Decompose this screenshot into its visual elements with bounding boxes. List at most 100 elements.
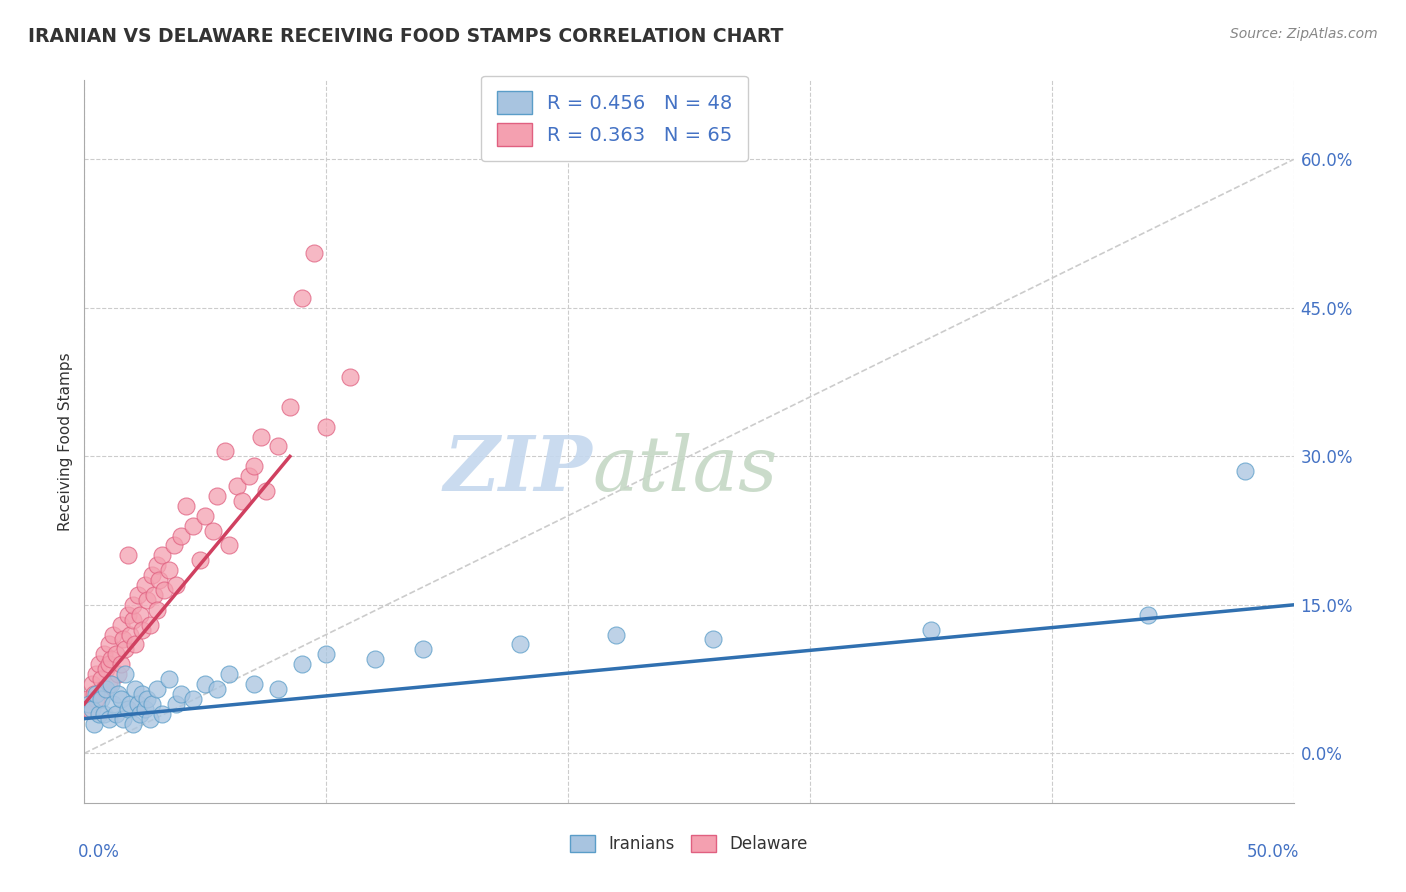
Text: Source: ZipAtlas.com: Source: ZipAtlas.com	[1230, 27, 1378, 41]
Text: IRANIAN VS DELAWARE RECEIVING FOOD STAMPS CORRELATION CHART: IRANIAN VS DELAWARE RECEIVING FOOD STAMP…	[28, 27, 783, 45]
Point	[181, 518, 204, 533]
Point	[136, 593, 159, 607]
Point	[315, 648, 337, 662]
Point	[129, 607, 152, 622]
Point	[194, 508, 217, 523]
Point	[117, 549, 139, 563]
Point	[157, 672, 180, 686]
Point	[127, 697, 149, 711]
Point	[315, 419, 337, 434]
Point	[194, 677, 217, 691]
Point	[103, 697, 125, 711]
Point	[80, 702, 103, 716]
Point	[93, 648, 115, 662]
Point	[165, 697, 187, 711]
Point	[77, 702, 100, 716]
Point	[97, 657, 120, 672]
Point	[702, 632, 724, 647]
Point	[363, 652, 385, 666]
Point	[134, 702, 156, 716]
Point	[107, 667, 129, 681]
Point	[90, 691, 112, 706]
Point	[1137, 607, 1160, 622]
Point	[80, 677, 103, 691]
Point	[238, 469, 260, 483]
Point	[143, 588, 166, 602]
Point	[114, 667, 136, 681]
Point	[138, 712, 160, 726]
Point	[121, 598, 143, 612]
Point	[103, 627, 125, 641]
Point	[127, 588, 149, 602]
Point	[920, 623, 942, 637]
Point	[1234, 464, 1257, 478]
Point	[87, 706, 110, 721]
Point	[107, 687, 129, 701]
Point	[278, 400, 301, 414]
Text: 0.0%: 0.0%	[79, 843, 120, 861]
Point	[267, 681, 290, 696]
Point	[121, 716, 143, 731]
Point	[207, 681, 229, 696]
Text: atlas: atlas	[592, 434, 778, 508]
Point	[267, 440, 290, 454]
Point	[110, 617, 132, 632]
Point	[134, 578, 156, 592]
Point	[87, 657, 110, 672]
Point	[112, 632, 135, 647]
Point	[94, 662, 117, 676]
Point	[97, 637, 120, 651]
Point	[112, 712, 135, 726]
Text: ZIP: ZIP	[443, 434, 592, 508]
Point	[121, 613, 143, 627]
Point	[104, 706, 127, 721]
Point	[100, 677, 122, 691]
Point	[339, 370, 361, 384]
Point	[181, 691, 204, 706]
Point	[242, 677, 264, 691]
Point	[254, 483, 277, 498]
Point	[153, 582, 176, 597]
Point	[117, 607, 139, 622]
Point	[146, 558, 169, 573]
Point	[231, 494, 253, 508]
Point	[250, 429, 273, 443]
Point	[124, 681, 146, 696]
Point	[242, 459, 264, 474]
Point	[141, 697, 163, 711]
Point	[190, 553, 212, 567]
Point	[83, 716, 105, 731]
Point	[76, 691, 98, 706]
Point	[146, 681, 169, 696]
Point	[138, 617, 160, 632]
Point	[129, 706, 152, 721]
Point	[94, 681, 117, 696]
Point	[291, 291, 314, 305]
Point	[114, 642, 136, 657]
Point	[291, 657, 314, 672]
Point	[150, 706, 173, 721]
Point	[124, 637, 146, 651]
Point	[86, 687, 108, 701]
Point	[110, 691, 132, 706]
Point	[97, 712, 120, 726]
Point	[100, 652, 122, 666]
Point	[141, 568, 163, 582]
Point	[93, 681, 115, 696]
Point	[302, 246, 325, 260]
Point	[157, 563, 180, 577]
Point	[120, 697, 142, 711]
Point	[104, 648, 127, 662]
Point	[77, 697, 100, 711]
Point	[150, 549, 173, 563]
Point	[201, 524, 224, 538]
Point	[131, 623, 153, 637]
Point	[120, 627, 142, 641]
Point	[93, 706, 115, 721]
Point	[136, 691, 159, 706]
Point	[214, 444, 236, 458]
Point	[90, 672, 112, 686]
Point	[146, 603, 169, 617]
Point	[86, 667, 108, 681]
Point	[131, 687, 153, 701]
